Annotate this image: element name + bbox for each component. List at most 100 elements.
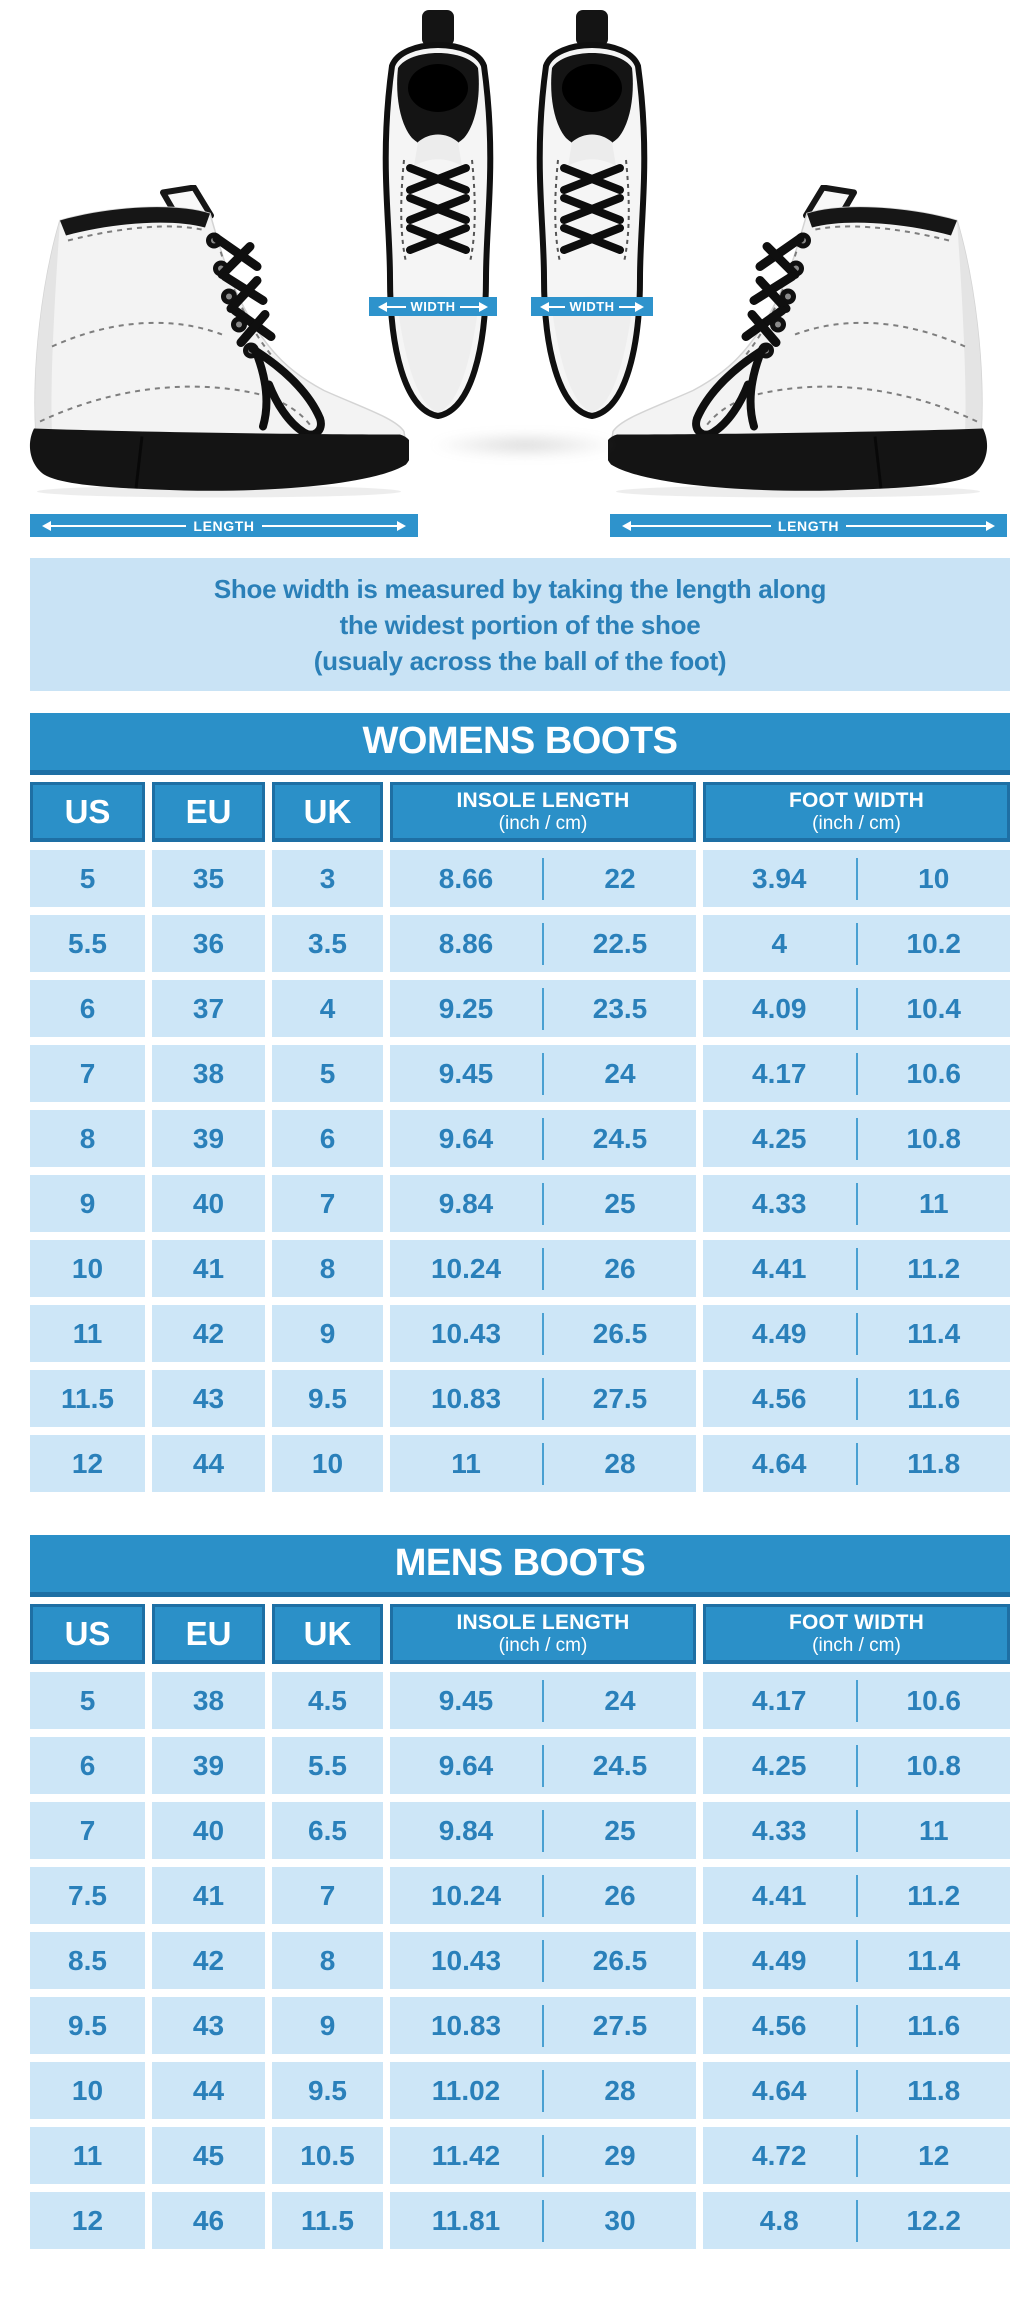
value-cm: 28 <box>604 1447 636 1479</box>
cell-divider <box>855 922 858 965</box>
value-cm: 11 <box>918 1814 949 1846</box>
column-header-units: (inch / cm) <box>812 812 901 834</box>
size-cell-uk: 8 <box>272 1240 383 1297</box>
size-cell-eu: 43 <box>152 1997 265 2054</box>
value-inch: 4.17 <box>752 1057 807 1089</box>
foot-width-cell: 4.25 10.8 <box>703 1737 1010 1794</box>
value-inch: 10.83 <box>430 1382 502 1414</box>
value-inch: 4.41 <box>752 1252 807 1284</box>
value-cm: 24.5 <box>592 1122 648 1154</box>
column-header-foot-width: FOOT WIDTH (inch / cm) <box>703 1604 1010 1664</box>
table-row: 7.5 41 7 10.24 26 4.41 11.2 <box>30 1867 1010 1924</box>
size-cell-us: 11 <box>30 2127 145 2184</box>
column-header-insole-length: INSOLE LENGTH (inch / cm) <box>390 1604 696 1664</box>
value-cm: 10.8 <box>906 1122 962 1154</box>
boot-side-view-left-image <box>29 185 409 498</box>
size-cell-us: 5.5 <box>30 915 145 972</box>
cell-divider <box>542 1052 544 1095</box>
cell-divider <box>855 1809 858 1852</box>
cell-divider <box>542 2004 544 2047</box>
column-header-units: (inch / cm) <box>812 1634 901 1656</box>
size-cell-us: 6 <box>30 980 145 1037</box>
value-cm: 23.5 <box>592 992 648 1024</box>
table-title: MENS BOOTS <box>30 1535 1010 1597</box>
boot-top-view-left-image <box>382 10 494 420</box>
insole-length-cell: 10.83 27.5 <box>390 1997 696 2054</box>
value-cm: 26.5 <box>592 1317 648 1349</box>
foot-width-cell: 4.33 11 <box>703 1175 1010 1232</box>
womens-boots-table: WOMENS BOOTS US EU UK INSOLE LENGTH (inch / c… <box>30 713 1010 1492</box>
size-cell-us: 8.5 <box>30 1932 145 1989</box>
column-header-label: FOOT WIDTH <box>789 1610 924 1634</box>
cell-divider <box>542 1939 544 1982</box>
column-header-us: US <box>30 1604 145 1664</box>
size-cell-eu: 38 <box>152 1672 265 1729</box>
table-title: WOMENS BOOTS <box>30 713 1010 775</box>
cell-divider <box>542 857 544 900</box>
note-line-2: the widest portion of the shoe <box>339 610 701 640</box>
foot-width-cell: 4.17 10.6 <box>703 1045 1010 1102</box>
value-inch: 10.43 <box>430 1944 502 1976</box>
size-cell-eu: 40 <box>152 1802 265 1859</box>
foot-width-cell: 4.56 11.6 <box>703 1370 1010 1427</box>
foot-width-cell: 4.8 12.2 <box>703 2192 1010 2249</box>
cell-divider <box>855 857 858 900</box>
size-cell-eu: 36 <box>152 915 265 972</box>
value-cm: 12 <box>918 2139 950 2171</box>
value-inch: 4 <box>771 927 788 959</box>
boots-hero-image: WIDTH WIDTH LENGTH LENGTH <box>0 0 1024 545</box>
value-inch: 11.02 <box>431 2074 501 2106</box>
table-row: 8.5 42 8 10.43 26.5 4.49 11.4 <box>30 1932 1010 1989</box>
table-row: 5.5 36 3.5 8.86 22.5 4 10.2 <box>30 915 1010 972</box>
cell-divider <box>855 1117 858 1160</box>
foot-width-cell: 4.64 11.8 <box>703 2062 1010 2119</box>
insole-length-cell: 10.83 27.5 <box>390 1370 696 1427</box>
cell-divider <box>855 987 858 1030</box>
value-inch: 9.25 <box>438 992 494 1024</box>
value-inch: 9.64 <box>438 1122 494 1154</box>
table-row: 8 39 6 9.64 24.5 4.25 10.8 <box>30 1110 1010 1167</box>
value-cm: 28 <box>604 2074 636 2106</box>
value-inch: 9.84 <box>438 1814 494 1846</box>
foot-width-cell: 4 10.2 <box>703 915 1010 972</box>
size-cell-uk: 9.5 <box>272 2062 383 2119</box>
cell-divider <box>542 1377 544 1420</box>
value-cm: 10 <box>918 862 950 894</box>
cell-divider <box>855 1312 858 1355</box>
cell-divider <box>855 1874 858 1917</box>
insole-length-cell: 9.45 24 <box>390 1672 696 1729</box>
value-cm: 11.4 <box>907 1317 961 1349</box>
size-cell-eu: 41 <box>152 1867 265 1924</box>
value-cm: 29 <box>604 2139 636 2171</box>
value-cm: 10.8 <box>906 1749 962 1781</box>
size-cell-eu: 39 <box>152 1737 265 1794</box>
insole-length-cell: 10.43 26.5 <box>390 1932 696 1989</box>
column-header-units: (inch / cm) <box>498 1634 588 1656</box>
foot-width-cell: 4.56 11.6 <box>703 1997 1010 2054</box>
value-cm: 10.2 <box>906 927 962 959</box>
size-cell-uk: 6.5 <box>272 1802 383 1859</box>
size-cell-eu: 44 <box>152 2062 265 2119</box>
column-header-foot-width: FOOT WIDTH (inch / cm) <box>703 782 1010 842</box>
insole-length-cell: 9.45 24 <box>390 1045 696 1102</box>
insole-length-cell: 9.64 24.5 <box>390 1110 696 1167</box>
foot-width-cell: 4.41 11.2 <box>703 1867 1010 1924</box>
size-cell-us: 12 <box>30 1435 145 1492</box>
value-cm: 26 <box>604 1879 636 1911</box>
table-row: 11 42 9 10.43 26.5 4.49 11.4 <box>30 1305 1010 1362</box>
value-cm: 12.2 <box>906 2204 962 2236</box>
cell-divider <box>542 1247 544 1290</box>
value-cm: 27.5 <box>592 1382 648 1414</box>
cell-divider <box>542 922 544 965</box>
size-cell-uk: 9.5 <box>272 1370 383 1427</box>
width-measure-band-right: WIDTH <box>531 297 653 316</box>
size-cell-us: 10 <box>30 1240 145 1297</box>
size-cell-eu: 39 <box>152 1110 265 1167</box>
cell-divider <box>855 1377 858 1420</box>
value-cm: 11.8 <box>907 2074 961 2106</box>
value-inch: 9.64 <box>438 1749 494 1781</box>
size-cell-uk: 7 <box>272 1175 383 1232</box>
shoe-size-guide-page: WIDTH WIDTH LENGTH LENGTH Shoe width is … <box>0 0 1024 2249</box>
size-cell-uk: 5.5 <box>272 1737 383 1794</box>
size-cell-us: 9.5 <box>30 1997 145 2054</box>
